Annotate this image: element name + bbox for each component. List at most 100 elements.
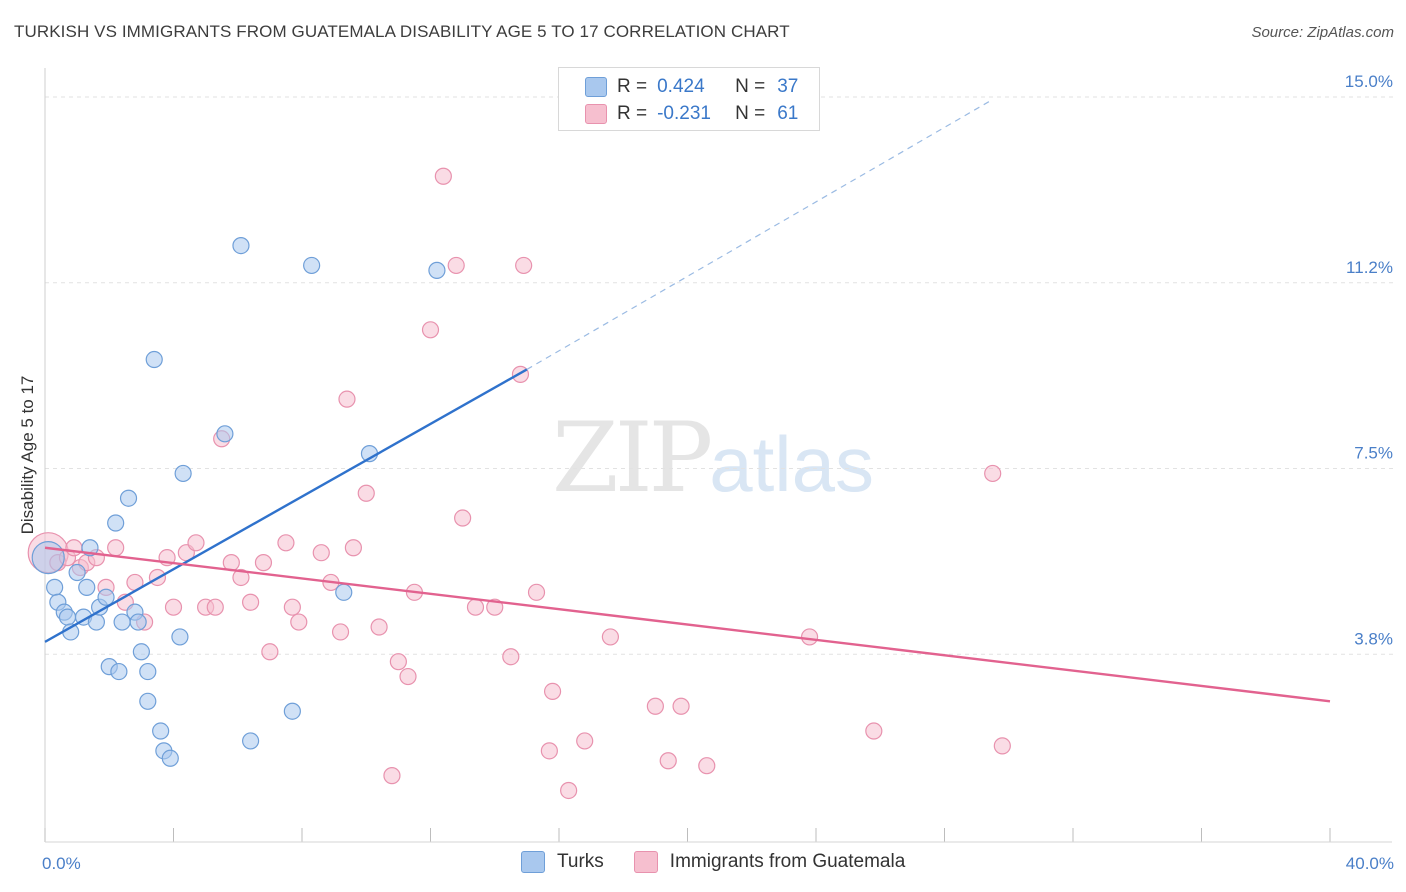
guatemala-point: [357, 484, 375, 502]
guatemala-point: [290, 613, 308, 631]
turks-point: [232, 237, 250, 255]
watermark-zip: ZIP: [552, 402, 713, 514]
guatemala-point: [312, 544, 330, 562]
turks-point: [107, 514, 125, 532]
guatemala-point: [865, 722, 883, 740]
guatemala-point: [164, 598, 183, 616]
legend-row-turks: R = 0.424 N = 37: [585, 75, 798, 99]
trend-lines: [44, 98, 1331, 703]
x-tick-label-min: 0.0%: [42, 854, 81, 873]
turks-point: [68, 563, 86, 582]
guatemala-point: [560, 781, 578, 800]
guatemala-point: [466, 598, 485, 616]
legend-r-value: -0.231: [657, 103, 711, 124]
turks-point: [139, 692, 157, 710]
y-tick-label: 15.0%: [1345, 72, 1393, 91]
chart-title: TURKISH VS IMMIGRANTS FROM GUATEMALA DIS…: [14, 22, 790, 41]
guatemala-point: [447, 256, 465, 275]
guatemala-trend-line: [44, 546, 1331, 703]
guatemala-point: [399, 667, 417, 686]
turks-point: [31, 541, 65, 575]
guatemala-point: [543, 682, 562, 701]
turks-point: [152, 722, 170, 740]
guatemala-point: [601, 628, 620, 646]
guatemala-point: [242, 593, 260, 611]
x-tick-label-max: 40.0%: [1346, 854, 1394, 873]
guatemala-point: [698, 757, 716, 775]
guatemala-point: [540, 742, 558, 760]
turks-point: [428, 261, 446, 279]
legend-n-label: N =: [735, 76, 766, 97]
guatemala-point: [331, 623, 350, 641]
guatemala-points: [27, 167, 1011, 800]
guatemala-point: [187, 534, 205, 552]
legend-r-label: R =: [617, 103, 648, 124]
guatemala-point: [454, 509, 472, 527]
guatemala-point: [383, 767, 401, 785]
legend-swatch-turks: [585, 77, 607, 97]
legend-n-value: 61: [777, 103, 799, 124]
guatemala-point: [283, 598, 301, 616]
turks-point: [335, 583, 353, 601]
guatemala-point: [434, 167, 452, 185]
legend-item-guatemala[interactable]: Immigrants from Guatemala: [633, 851, 906, 873]
guatemala-point: [261, 643, 279, 661]
turks-point: [58, 608, 77, 626]
axis-labels: 3.8% 7.5% 11.2% 15.0% 0.0% 40.0% Disability Ag…: [18, 72, 1394, 873]
turks-point: [145, 350, 163, 369]
y-tick-label: 7.5%: [1354, 444, 1393, 463]
y-tick-label: 3.8%: [1354, 629, 1393, 648]
guatemala-point: [800, 628, 819, 646]
guatemala-point: [206, 598, 224, 616]
guatemala-point: [646, 697, 664, 715]
legend-n-label: N =: [735, 103, 766, 124]
turks-point: [161, 749, 179, 767]
turks-point: [132, 643, 150, 661]
guatemala-point: [389, 653, 407, 671]
legend-item-turks[interactable]: Turks: [521, 851, 604, 873]
guatemala-point: [370, 618, 388, 636]
turks-point: [97, 588, 115, 606]
guatemala-point: [421, 321, 440, 339]
turks-trend-extension: [526, 98, 993, 370]
grid: [45, 96, 1395, 655]
guatemala-point: [254, 554, 273, 572]
turks-point: [110, 662, 128, 681]
watermark: ZIPatlas: [552, 402, 874, 514]
guatemala-point: [277, 534, 295, 552]
guatemala-point: [576, 732, 594, 750]
guatemala-point: [232, 568, 250, 587]
guatemala-point: [486, 598, 504, 616]
guatemala-point: [502, 648, 520, 666]
turks-point: [139, 662, 157, 681]
axes: [44, 68, 1392, 843]
turks-point: [46, 578, 64, 596]
guatemala-point: [344, 539, 362, 557]
turks-point: [216, 425, 234, 443]
turks-points: [31, 237, 446, 767]
turks-point: [303, 256, 321, 275]
guatemala-point: [65, 539, 83, 557]
turks-point: [283, 702, 301, 720]
correlation-legend: R = 0.424 N = 37 R = -0.231 N = 61: [558, 67, 820, 131]
watermark-atlas: atlas: [709, 420, 874, 508]
legend-swatch-guatemala: [585, 104, 607, 124]
guatemala-point: [984, 464, 1002, 483]
series-legend: Turks Immigrants from Guatemala: [521, 851, 935, 873]
guatemala-swatch: [633, 851, 658, 873]
legend-r-label: R =: [617, 76, 648, 97]
guatemala-point: [515, 256, 533, 275]
source-label: Source: ZipAtlas.com: [1251, 24, 1394, 41]
turks-point: [171, 628, 189, 646]
legend-n-value: 37: [777, 76, 799, 97]
turks-point: [78, 578, 96, 596]
turks-point: [242, 732, 260, 750]
legend-row-guatemala: R = -0.231 N = 61: [585, 102, 798, 126]
guatemala-point: [527, 583, 546, 601]
turks-label: Turks: [557, 851, 604, 872]
turks-point: [119, 489, 138, 507]
turks-point: [174, 464, 192, 483]
turks-trend-line: [44, 368, 528, 643]
guatemala-label: Immigrants from Guatemala: [669, 851, 906, 872]
